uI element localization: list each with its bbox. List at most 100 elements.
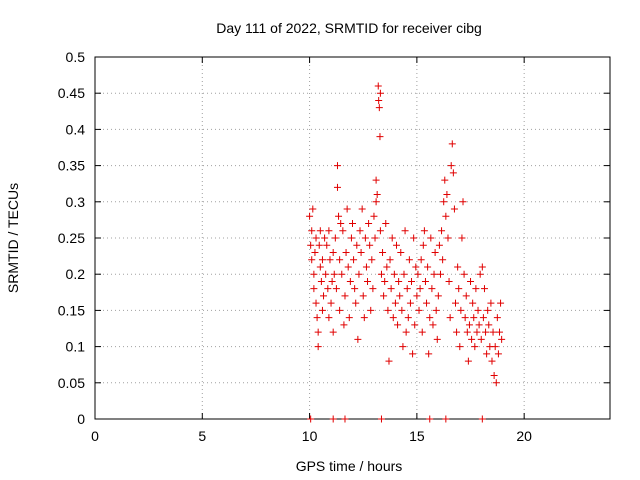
data-point	[320, 292, 328, 300]
data-point	[498, 335, 506, 343]
data-point	[316, 227, 324, 235]
x-tick-label: 5	[198, 428, 206, 444]
data-point	[442, 415, 450, 423]
data-point	[333, 183, 341, 191]
y-tick-label: 0.3	[66, 194, 86, 210]
data-point	[312, 234, 320, 242]
data-point	[327, 299, 335, 307]
data-point	[454, 263, 462, 271]
data-point	[333, 162, 341, 170]
data-point	[322, 270, 330, 278]
x-tick-label: 15	[409, 428, 425, 444]
data-point	[360, 314, 368, 322]
data-point	[375, 104, 383, 112]
data-point	[430, 270, 438, 278]
x-tick-label: 0	[91, 428, 99, 444]
data-point	[434, 292, 442, 300]
y-axis: 0 0.05 0.1 0.15 0.2 0.25 0.3 0.35 0.4 0.45 0.5	[58, 49, 610, 427]
data-point	[382, 220, 390, 228]
data-point	[307, 415, 315, 423]
data-point	[442, 212, 450, 220]
data-point	[416, 285, 424, 293]
data-point	[388, 234, 396, 242]
data-point	[448, 140, 456, 148]
data-points	[306, 82, 506, 423]
data-point	[459, 198, 467, 206]
data-point	[341, 292, 349, 300]
data-point	[487, 299, 495, 307]
data-point	[455, 285, 463, 293]
data-point	[394, 321, 402, 329]
data-point	[397, 248, 405, 256]
data-point	[435, 241, 443, 249]
y-tick-label: 0.35	[58, 158, 85, 174]
data-point	[450, 205, 458, 213]
data-point	[318, 256, 326, 264]
data-point	[403, 285, 411, 293]
data-point	[467, 277, 475, 285]
data-point	[353, 241, 361, 249]
data-point	[364, 277, 372, 285]
data-point	[440, 198, 448, 206]
data-point	[377, 270, 385, 278]
data-point	[398, 306, 406, 314]
data-point	[484, 306, 492, 314]
data-point	[366, 241, 374, 249]
data-point	[376, 227, 384, 235]
data-point	[395, 277, 403, 285]
data-point	[489, 328, 497, 336]
data-point	[342, 248, 350, 256]
data-point	[369, 285, 377, 293]
data-point	[367, 306, 375, 314]
data-point	[436, 270, 444, 278]
data-point	[491, 343, 499, 351]
data-point	[336, 256, 344, 264]
data-point	[365, 220, 373, 228]
data-point	[443, 191, 451, 199]
data-point	[309, 205, 317, 213]
data-point	[346, 277, 354, 285]
data-point	[351, 285, 359, 293]
data-point	[426, 415, 434, 423]
data-point	[463, 328, 471, 336]
data-point	[465, 321, 473, 329]
data-point	[402, 328, 410, 336]
data-point	[409, 350, 417, 358]
data-point	[317, 277, 325, 285]
data-point	[362, 263, 370, 271]
data-point	[332, 285, 340, 293]
data-point	[401, 227, 409, 235]
data-point	[338, 270, 346, 278]
data-point	[325, 314, 333, 322]
data-point	[457, 306, 465, 314]
data-point	[460, 270, 468, 278]
data-point	[452, 299, 459, 307]
data-point	[391, 299, 399, 307]
data-point	[438, 227, 446, 235]
data-point	[408, 277, 416, 285]
x-tick-label: 10	[302, 428, 318, 444]
data-point	[441, 176, 449, 184]
data-point	[356, 227, 364, 235]
data-point	[325, 227, 333, 235]
data-point	[313, 314, 321, 322]
data-point	[371, 234, 379, 242]
data-point	[383, 263, 391, 271]
data-point	[472, 285, 480, 293]
data-point	[488, 357, 496, 365]
data-point	[468, 335, 476, 343]
data-point	[396, 292, 404, 300]
data-point	[410, 234, 418, 242]
data-point	[494, 350, 502, 358]
data-point	[358, 205, 366, 213]
y-tick-label: 0.25	[58, 230, 85, 246]
data-point	[326, 256, 334, 264]
data-point	[425, 350, 433, 358]
data-point	[414, 270, 422, 278]
data-point	[314, 343, 322, 351]
x-axis-label: GPS time / hours	[296, 458, 403, 474]
data-point	[439, 256, 447, 264]
data-point	[493, 314, 501, 322]
data-point	[475, 321, 483, 329]
data-point	[429, 321, 437, 329]
